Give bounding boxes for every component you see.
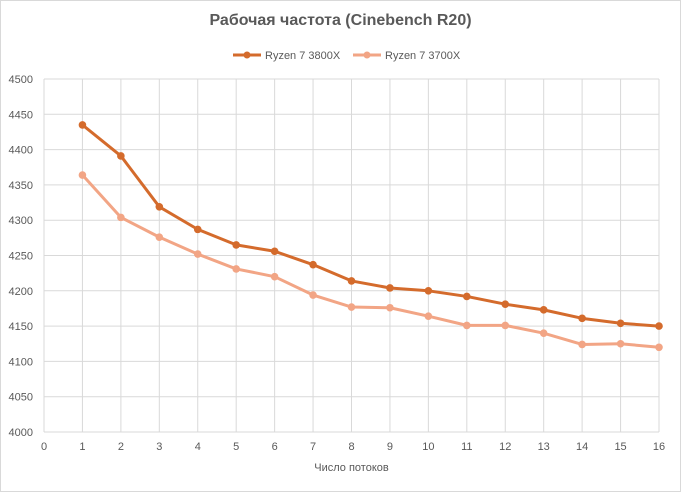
x-tick-label: 16	[653, 441, 665, 453]
y-tick-label: 4000	[9, 427, 33, 439]
chart-title: Рабочая частота (Cinebench R20)	[209, 12, 472, 29]
y-tick-label: 4500	[9, 74, 33, 86]
y-tick-label: 4250	[9, 251, 33, 263]
x-tick-label: 13	[538, 441, 550, 453]
data-point	[578, 314, 586, 323]
data-point	[117, 213, 125, 222]
data-point	[386, 284, 394, 292]
x-tick-label: 15	[614, 441, 626, 453]
data-point	[193, 225, 202, 234]
data-point	[347, 277, 356, 285]
y-tick-label: 4150	[9, 321, 33, 333]
data-point	[655, 322, 663, 330]
data-point	[655, 343, 663, 352]
data-point	[155, 202, 164, 211]
data-point	[270, 272, 279, 281]
series-line	[81, 174, 660, 349]
data-point	[347, 303, 356, 311]
legend-label: Ryzen 7 3700X	[385, 50, 461, 62]
data-point	[616, 319, 625, 328]
data-point	[424, 287, 433, 295]
data-point	[270, 247, 279, 256]
y-tick-label: 4350	[9, 180, 33, 192]
x-tick-label: 0	[41, 441, 47, 453]
data-point	[501, 300, 510, 309]
y-tick-label: 4400	[9, 145, 33, 157]
data-point	[501, 321, 510, 330]
x-tick-label: 1	[79, 441, 85, 453]
data-point	[117, 152, 125, 160]
x-tick-label: 10	[422, 441, 434, 453]
data-point	[232, 265, 240, 273]
data-point	[539, 329, 548, 337]
y-tick-label: 4050	[9, 392, 33, 404]
x-tick-label: 9	[387, 441, 393, 453]
data-point	[193, 250, 202, 258]
legend-marker	[243, 51, 251, 59]
x-tick-label: 4	[195, 441, 201, 453]
data-point	[232, 241, 240, 249]
series-line	[81, 123, 660, 328]
data-point	[463, 292, 471, 301]
x-tick-label: 8	[348, 441, 354, 453]
x-tick-label: 3	[156, 441, 162, 453]
legend-marker	[363, 51, 371, 59]
x-tick-label: 2	[118, 441, 124, 453]
data-point	[78, 171, 87, 179]
x-tick-label: 5	[233, 441, 239, 453]
data-point	[463, 321, 471, 330]
x-tick-label: 7	[310, 441, 316, 453]
data-point	[309, 260, 317, 269]
data-point	[155, 233, 164, 241]
data-point	[578, 340, 586, 349]
data-point	[309, 291, 317, 299]
data-point	[424, 312, 433, 321]
y-tick-label: 4200	[9, 286, 33, 298]
data-point	[78, 121, 87, 129]
y-tick-label: 4300	[9, 215, 33, 227]
x-tick-label: 6	[272, 441, 278, 453]
data-point	[386, 303, 394, 312]
x-tick-label: 12	[499, 441, 511, 453]
data-point	[539, 306, 548, 314]
x-axis-label: Число потоков	[314, 462, 389, 474]
legend-label: Ryzen 7 3800X	[265, 50, 341, 62]
x-tick-label: 14	[576, 441, 588, 453]
y-tick-label: 4100	[9, 356, 33, 368]
x-tick-label: 11	[461, 441, 472, 453]
data-point	[616, 339, 625, 348]
y-tick-label: 4450	[9, 109, 33, 121]
